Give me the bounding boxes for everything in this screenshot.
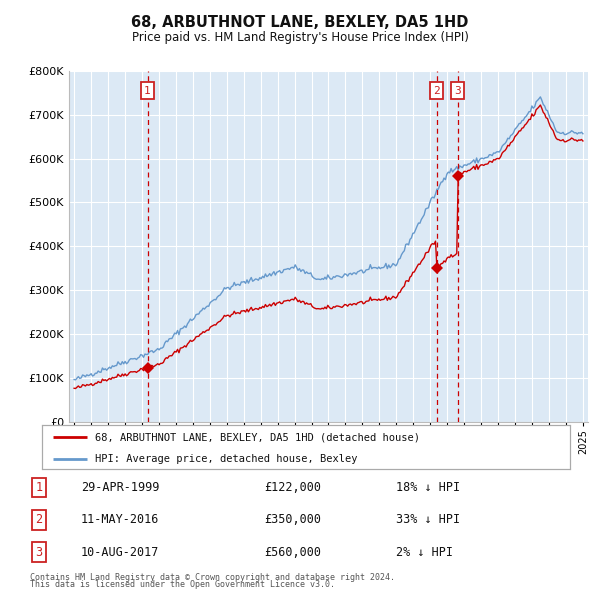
Text: 29-APR-1999: 29-APR-1999 <box>81 481 160 494</box>
Text: 18% ↓ HPI: 18% ↓ HPI <box>396 481 460 494</box>
Text: 10-AUG-2017: 10-AUG-2017 <box>81 546 160 559</box>
Text: This data is licensed under the Open Government Licence v3.0.: This data is licensed under the Open Gov… <box>30 580 335 589</box>
Text: 3: 3 <box>454 86 461 96</box>
Text: £122,000: £122,000 <box>264 481 321 494</box>
Text: 2: 2 <box>35 513 43 526</box>
Text: 2: 2 <box>433 86 440 96</box>
Text: 33% ↓ HPI: 33% ↓ HPI <box>396 513 460 526</box>
Text: 68, ARBUTHNOT LANE, BEXLEY, DA5 1HD: 68, ARBUTHNOT LANE, BEXLEY, DA5 1HD <box>131 15 469 30</box>
Text: 2% ↓ HPI: 2% ↓ HPI <box>396 546 453 559</box>
Text: Contains HM Land Registry data © Crown copyright and database right 2024.: Contains HM Land Registry data © Crown c… <box>30 573 395 582</box>
Text: HPI: Average price, detached house, Bexley: HPI: Average price, detached house, Bexl… <box>95 454 358 464</box>
Text: 3: 3 <box>35 546 43 559</box>
Text: Price paid vs. HM Land Registry's House Price Index (HPI): Price paid vs. HM Land Registry's House … <box>131 31 469 44</box>
Text: 1: 1 <box>144 86 151 96</box>
Text: 11-MAY-2016: 11-MAY-2016 <box>81 513 160 526</box>
Text: £350,000: £350,000 <box>264 513 321 526</box>
Text: 1: 1 <box>35 481 43 494</box>
Text: 68, ARBUTHNOT LANE, BEXLEY, DA5 1HD (detached house): 68, ARBUTHNOT LANE, BEXLEY, DA5 1HD (det… <box>95 432 420 442</box>
Text: £560,000: £560,000 <box>264 546 321 559</box>
